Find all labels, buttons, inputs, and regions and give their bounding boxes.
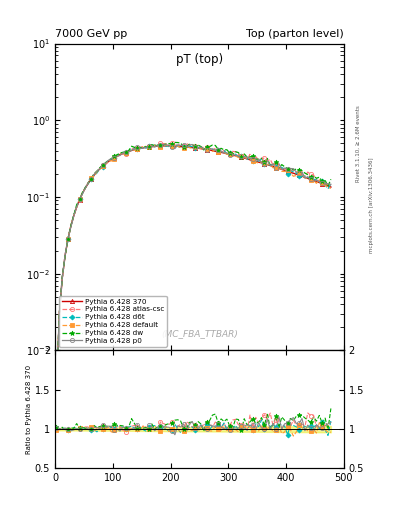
Text: pT (top): pT (top)	[176, 53, 223, 66]
Y-axis label: Ratio to Pythia 6.428 370: Ratio to Pythia 6.428 370	[26, 365, 32, 454]
Legend: Pythia 6.428 370, Pythia 6.428 atlas-csc, Pythia 6.428 d6t, Pythia 6.428 default: Pythia 6.428 370, Pythia 6.428 atlas-csc…	[59, 296, 167, 347]
Text: (MC_FBA_TTBAR): (MC_FBA_TTBAR)	[161, 329, 238, 338]
Text: Rivet 3.1.10, ≥ 2.6M events: Rivet 3.1.10, ≥ 2.6M events	[356, 105, 361, 182]
Text: mcplots.cern.ch [arXiv:1306.3436]: mcplots.cern.ch [arXiv:1306.3436]	[369, 157, 375, 252]
Text: 7000 GeV pp: 7000 GeV pp	[55, 29, 127, 39]
Text: Top (parton level): Top (parton level)	[246, 29, 344, 39]
